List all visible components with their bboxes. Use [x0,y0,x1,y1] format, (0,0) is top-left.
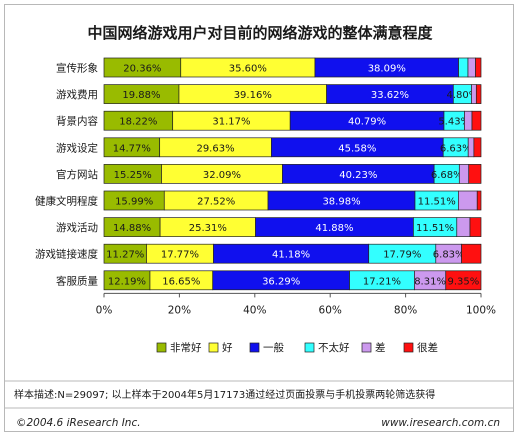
data-label: 40.23% [339,170,377,181]
data-label: 6.83% [433,250,465,261]
data-label: 33.62% [371,90,409,101]
data-label: 14.77% [113,143,151,154]
footer-website: www.iresearch.com.cn [381,417,500,429]
legend-swatch [208,342,219,353]
data-label: 14.88% [113,223,151,234]
legend-label: 很差 [417,341,438,354]
bar-segment [467,57,476,78]
data-label: 41.88% [315,223,353,234]
data-label: 11.27% [106,250,144,261]
data-label: 38.98% [322,197,360,208]
footer-copyright: ©2004.6 iResearch Inc. [16,417,141,429]
category-label: 游戏链接速度 [35,248,98,261]
legend-label: 不太好 [318,341,350,354]
bar-segment [473,137,482,158]
legend-label: 非常好 [170,341,202,354]
bar-segment [476,190,482,211]
bar-segment [471,110,482,131]
category-label: 游戏费用 [56,88,98,101]
legend-swatch [403,342,414,353]
category-label: 宣传形象 [56,62,98,75]
data-label: 35.60% [229,64,267,75]
bars-layer: 宣传形象 20.36% 35.60% 38.09% 游戏费用 19.88% 39.16% 33… [35,57,482,291]
bar-segment [464,110,473,131]
x-tick-label: 100% [466,304,496,316]
legend-swatch [249,342,260,353]
x-tick-label: 20% [168,304,191,316]
bar-segment [471,84,477,104]
data-label: 36.29% [262,276,300,287]
category-label: 健康文明程度 [35,195,98,208]
legend-label: 一般 [263,341,284,354]
data-label: 29.63% [196,143,234,154]
data-label: 31.17% [212,117,250,128]
bar-segment [475,57,482,78]
legend: 非常好 好 一般 不太好 差 很差 [156,341,438,354]
data-label: 9.35% [447,276,479,287]
data-label: 20.36% [123,64,161,75]
data-label: 5.43% [438,117,470,128]
data-label: 6.63% [440,143,472,154]
x-tick-label: 0% [96,304,113,316]
data-label: 11.51% [416,223,454,234]
data-label: 18.22% [119,117,157,128]
data-label: 38.09% [368,64,406,75]
bar-segment [461,243,482,264]
data-label: 15.25% [114,170,152,181]
category-label: 客服质量 [56,274,98,287]
category-label: 背景内容 [56,115,98,128]
data-label: 4.80% [446,90,478,101]
data-label: 12.19% [108,276,146,287]
legend-swatch [156,342,167,353]
bar-segment [445,270,482,291]
category-label: 官方网站 [56,168,98,181]
legend-label: 好 [222,342,233,354]
chart-title: 中国网络游戏用户对目前的网络游戏的整体满意程度 [87,24,433,42]
bar-segment [458,57,469,78]
data-label: 15.99% [115,197,153,208]
x-tick-label: 40% [243,304,266,316]
data-label: 8.31% [414,276,446,287]
footer-note: 样本描述:N=29097; 以上样本于2004年5月17173通过经过页面投票与… [14,388,435,401]
category-label: 游戏设定 [56,141,98,154]
data-label: 17.77% [161,250,199,261]
data-label: 17.79% [383,250,421,261]
data-label: 41.18% [272,250,310,261]
data-label: 45.58% [338,143,376,154]
bar-segment [468,164,482,184]
category-label: 游戏活动 [56,221,98,234]
data-label: 27.52% [197,197,235,208]
bar-segment [467,137,475,158]
legend-swatch [361,342,372,353]
bar-segment [469,217,482,237]
legend-label: 差 [375,341,386,354]
bar-segment [456,217,471,237]
data-label: 19.88% [122,90,160,101]
bar-segment [458,164,470,184]
data-label: 25.31% [189,223,227,234]
legend-swatch [304,342,315,353]
bar-segment [475,84,482,104]
data-label: 40.79% [348,117,386,128]
data-label: 17.21% [363,276,401,287]
data-label: 6.68% [431,170,463,181]
x-tick-label: 80% [394,304,417,316]
data-label: 39.16% [234,90,272,101]
data-label: 11.51% [418,197,456,208]
bar-segment [458,190,478,211]
x-axis: 0% 20% 40% 60% 80% 100% [96,292,496,316]
x-tick-label: 60% [319,304,342,316]
data-label: 32.09% [203,170,241,181]
data-label: 16.65% [162,276,200,287]
